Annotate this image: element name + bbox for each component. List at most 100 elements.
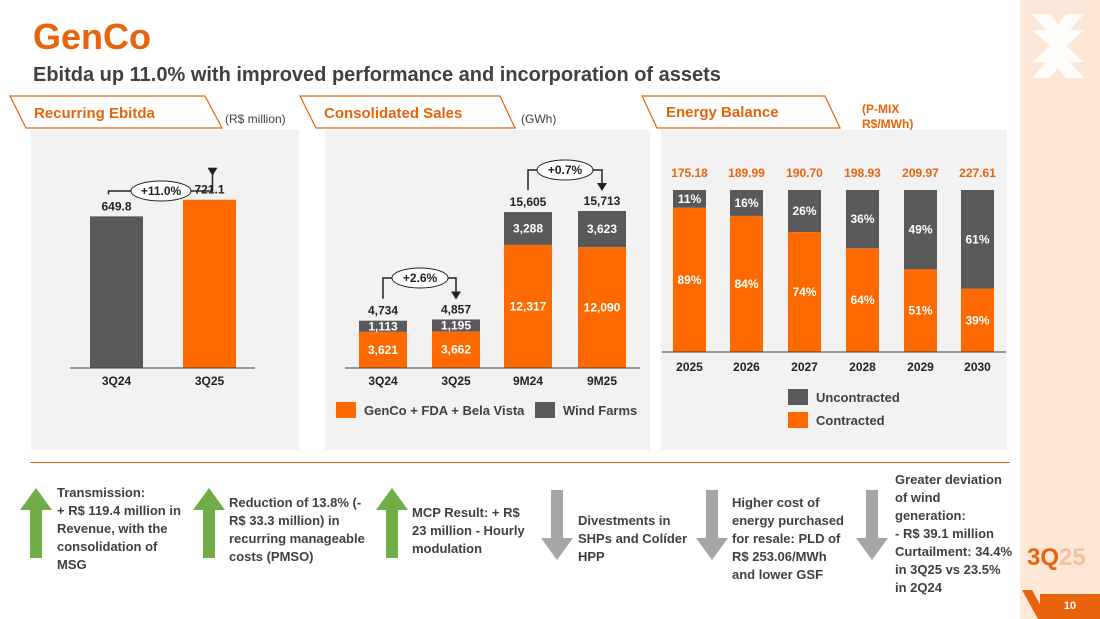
sales-growth-pill	[391, 267, 449, 289]
balance-section-title: Energy Balance	[666, 104, 779, 121]
page-title: GenCo	[33, 16, 152, 57]
ebitda-bar-3Q25	[183, 199, 236, 368]
sales-genco-value-label: 3,621	[368, 343, 398, 357]
balance-price-label: 227.61	[959, 166, 996, 180]
sales-growth-label: +2.6%	[403, 271, 438, 285]
balance-uncontracted-label: 49%	[908, 223, 932, 237]
balance-bar-uncontracted-2025	[673, 190, 706, 208]
sales-total-label: 15,605	[510, 195, 547, 209]
arrow-down-icon	[597, 183, 607, 191]
highlight-transmission: Transmission: + R$ 119.4 million in Revenu…	[57, 485, 181, 572]
arrow-down-icon	[451, 291, 461, 300]
ebitda-category-label: 3Q24	[102, 374, 132, 388]
balance-bar-contracted-2026	[730, 215, 763, 352]
up-arrow-icon	[376, 488, 408, 558]
balance-uncontracted-label: 26%	[792, 204, 816, 218]
ebitda-unit: (R$ million)	[225, 112, 286, 126]
sales-section-title: Consolidated Sales	[324, 105, 463, 122]
sales-bar-genco-3Q25	[432, 331, 480, 368]
sales-category-label: 3Q25	[441, 374, 471, 388]
legend-label-contracted: Contracted	[816, 413, 885, 428]
balance-contracted-label: 89%	[677, 273, 701, 287]
ebitda-bar-3Q24	[90, 216, 143, 368]
page-subtitle: Ebitda up 11.0% with improved performanc…	[33, 64, 721, 86]
up-arrow-icon	[193, 488, 225, 558]
legend-swatch-wind	[535, 402, 555, 418]
highlight-pmso: Reduction of 13.8% (- R$ 33.3 million) in…	[229, 495, 365, 564]
legend-label-uncontracted: Uncontracted	[816, 390, 900, 405]
down-arrow-icon	[696, 490, 728, 560]
highlight-divestments: Divestments in SHPs and Colíder HPP	[578, 513, 688, 564]
balance-year-label: 2025	[676, 360, 703, 374]
highlight-arrows	[20, 488, 888, 560]
balance-bar-contracted-2029	[904, 269, 937, 352]
balance-contracted-label: 64%	[850, 293, 874, 307]
balance-price-label: 190.70	[786, 166, 823, 180]
balance-year-label: 2030	[964, 360, 991, 374]
balance-bar-contracted-2025	[673, 207, 706, 352]
sales-category-label: 3Q24	[368, 374, 398, 388]
ebitda-growth-label: +11.0%	[141, 184, 182, 198]
sales-bar-wind-3Q25	[432, 319, 480, 332]
legend-label-wind: Wind Farms	[563, 403, 638, 418]
legend-swatch-contracted	[788, 412, 808, 428]
balance-price-label: 198.93	[844, 166, 881, 180]
ebitda-category-label: 3Q25	[195, 374, 225, 388]
balance-year-label: 2028	[849, 360, 876, 374]
sales-wind-value-label: 1,113	[368, 319, 398, 333]
balance-unit-line1: (P-MIX	[862, 102, 900, 116]
sales-category-label: 9M25	[587, 374, 617, 388]
sales-growth-pill	[536, 159, 594, 181]
legend-swatch-genco	[336, 402, 356, 418]
sales-bar-wind-9M24	[504, 212, 552, 245]
highlight-energy-cost: Higher cost of energy purchased for resale…	[732, 495, 844, 582]
balance-panel	[661, 130, 1007, 450]
sales-bar-wind-3Q24	[359, 320, 407, 332]
quarter-badge: 3Q25	[1027, 544, 1086, 571]
sales-total-label: 4,734	[368, 304, 398, 318]
sales-category-label: 9M24	[513, 374, 543, 388]
sales-bar-genco-3Q24	[359, 331, 407, 368]
sales-bar-wind-9M25	[578, 211, 626, 248]
balance-contracted-label: 51%	[908, 304, 932, 318]
balance-uncontracted-label: 16%	[734, 196, 758, 210]
ebitda-section-title: Recurring Ebitda	[34, 105, 155, 122]
sales-total-label: 15,713	[584, 194, 621, 208]
sales-wind-value-label: 3,288	[513, 222, 543, 236]
page-number: 10	[1040, 594, 1100, 619]
side-decoration-band	[1020, 0, 1100, 619]
sales-genco-value-label: 12,090	[584, 301, 621, 315]
ebitda-value-label: 721.1	[194, 183, 224, 197]
up-arrow-icon	[20, 488, 52, 558]
sales-unit: (GWh)	[521, 112, 557, 126]
section-divider	[30, 462, 1010, 463]
ebitda-growth-pill	[130, 180, 192, 202]
balance-price-label: 209.97	[902, 166, 939, 180]
company-logo-icon	[1032, 14, 1084, 78]
legend-label-genco: GenCo + FDA + Bela Vista	[364, 403, 525, 418]
ebitda-value-label: 649.8	[101, 199, 131, 213]
balance-bar-contracted-2027	[788, 232, 821, 352]
sales-wind-value-label: 3,623	[587, 222, 617, 236]
sales-genco-value-label: 12,317	[510, 299, 547, 313]
balance-bar-uncontracted-2029	[904, 190, 937, 270]
highlight-mcp: MCP Result: + R$ 23 million - Hourly modul…	[412, 505, 525, 556]
legend-swatch-uncontracted	[788, 389, 808, 405]
sales-growth-label: +0.7%	[548, 163, 583, 177]
sales-bar-genco-9M25	[578, 247, 626, 368]
sales-genco-value-label: 3,662	[441, 343, 471, 357]
balance-uncontracted-label: 36%	[850, 212, 874, 226]
down-arrow-icon	[541, 490, 573, 560]
balance-uncontracted-label: 11%	[678, 192, 702, 206]
balance-bar-contracted-2028	[846, 248, 879, 352]
balance-price-label: 189.99	[728, 166, 765, 180]
balance-bar-contracted-2030	[961, 288, 994, 352]
arrow-down-icon	[207, 167, 218, 176]
down-arrow-icon	[856, 490, 888, 560]
sales-total-label: 4,857	[441, 302, 471, 316]
balance-unit-line2: R$/MWh)	[862, 117, 914, 131]
balance-bar-uncontracted-2026	[730, 190, 763, 216]
